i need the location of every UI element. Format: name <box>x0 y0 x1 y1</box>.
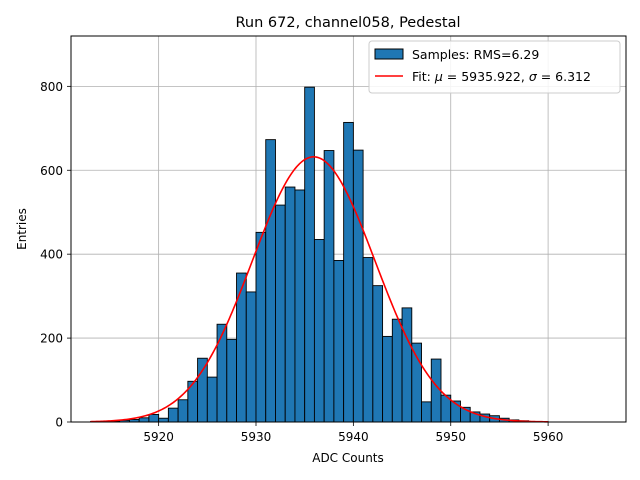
legend: Samples: RMS=6.29 Fit: μ = 5935.922, σ =… <box>368 40 621 94</box>
legend-fit-mu-symbol: μ <box>434 69 443 84</box>
histogram-bar <box>148 413 160 423</box>
histogram-bars <box>90 86 549 423</box>
x-axis-label: ADC Counts <box>312 451 384 465</box>
histogram-bar <box>245 291 257 423</box>
histogram-bar <box>226 338 237 423</box>
histogram-bar <box>138 417 150 423</box>
legend-samples-swatch <box>374 48 404 60</box>
x-tick-label: 5950 <box>435 430 466 444</box>
y-axis-ticks: 0 200 400 600 800 <box>40 80 71 430</box>
histogram-bar <box>216 323 228 423</box>
y-axis-label: Entries <box>15 208 29 250</box>
x-tick-label: 5920 <box>143 430 174 444</box>
histogram-bar <box>382 335 393 423</box>
histogram-bar <box>294 189 306 423</box>
histogram-bar <box>206 376 218 423</box>
y-tick-label: 600 <box>40 164 63 178</box>
histogram-bar <box>323 150 335 423</box>
histogram-bar <box>265 139 276 423</box>
histogram-bar <box>304 86 315 423</box>
histogram-bar <box>401 307 413 423</box>
histogram-bar <box>421 401 432 423</box>
fit-curve <box>90 156 549 423</box>
histogram-bar <box>313 239 325 423</box>
histogram-bar <box>197 357 208 423</box>
histogram-bar <box>177 399 189 423</box>
y-tick-label: 0 <box>55 416 63 430</box>
histogram-bar <box>343 121 354 423</box>
histogram-bar <box>411 342 422 423</box>
histogram-bar <box>362 257 374 423</box>
legend-fit-prefix: Fit: <box>412 69 435 84</box>
histogram-bar <box>333 260 345 423</box>
x-tick-label: 5960 <box>533 430 564 444</box>
legend-samples-label: Samples: RMS=6.29 <box>412 47 539 62</box>
x-tick-label: 5930 <box>241 430 272 444</box>
histogram-bar <box>236 272 247 423</box>
x-tick-label: 5940 <box>338 430 369 444</box>
chart-title: Run 672, channel058, Pedestal <box>235 15 460 31</box>
legend-fit-mu-value: = 5935.922, <box>443 69 529 84</box>
histogram-bar <box>352 149 364 423</box>
histogram-bar <box>255 231 267 423</box>
y-tick-label: 200 <box>40 332 63 346</box>
y-tick-label: 800 <box>40 80 63 94</box>
y-tick-label: 400 <box>40 248 63 262</box>
histogram-bar <box>284 186 296 423</box>
legend-fit-label: Fit: μ = 5935.922, σ = 6.312 <box>412 69 591 84</box>
legend-fit-sigma-value: = 6.312 <box>537 69 591 84</box>
histogram-bar <box>275 204 286 423</box>
legend-fit-sigma-symbol: σ <box>529 69 538 84</box>
histogram-bar <box>167 407 179 423</box>
x-axis-ticks: 5920 5930 5940 5950 5960 <box>143 422 563 444</box>
histogram-bar <box>372 285 384 423</box>
axes-frame <box>70 35 627 423</box>
histogram-bar <box>391 318 403 423</box>
legend-box <box>368 40 621 94</box>
histogram-bar <box>158 417 169 423</box>
